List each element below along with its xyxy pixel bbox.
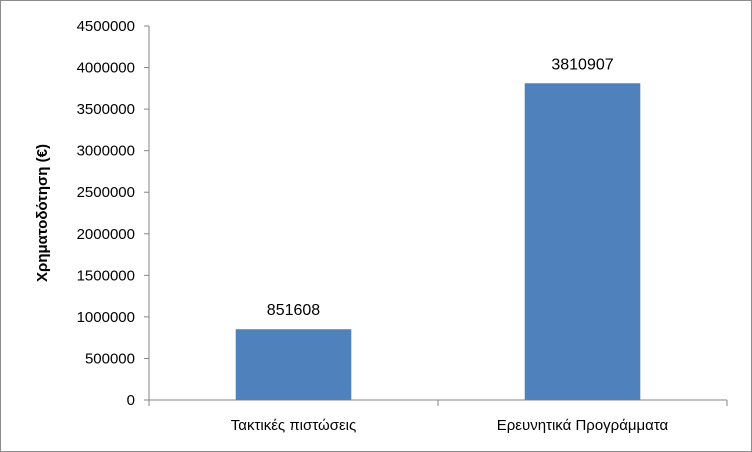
y-tick-label: 1500000 xyxy=(77,267,135,284)
bar-value-label: 3810907 xyxy=(551,56,613,73)
y-tick-label: 2500000 xyxy=(77,184,135,201)
y-ticks: 0 500000 1000000 1500000 2000000 2500000 30000… xyxy=(77,18,149,409)
y-tick-label: 0 xyxy=(127,392,135,409)
y-tick-label: 4000000 xyxy=(77,60,135,77)
y-tick-label: 4500000 xyxy=(77,18,135,35)
x-category-label: Ερευνητικά Προγράμματα xyxy=(497,417,669,434)
y-tick-label: 1000000 xyxy=(77,309,135,326)
bar xyxy=(524,83,641,400)
bars xyxy=(235,83,641,400)
data-labels: 851608 3810907 xyxy=(267,56,614,319)
y-tick-label: 3500000 xyxy=(77,101,135,118)
x-ticks: Τακτικές πιστώσεις Ερευνητικά Προγράμματα xyxy=(148,400,728,434)
bar-value-label: 851608 xyxy=(267,302,320,319)
y-tick-label: 3000000 xyxy=(77,143,135,160)
bar xyxy=(235,329,352,400)
y-tick-label: 2000000 xyxy=(77,226,135,243)
y-axis-title: Χρηματοδότηση (€) xyxy=(34,144,51,282)
y-tick-label: 500000 xyxy=(85,350,135,367)
x-category-label: Τακτικές πιστώσεις xyxy=(231,417,356,434)
